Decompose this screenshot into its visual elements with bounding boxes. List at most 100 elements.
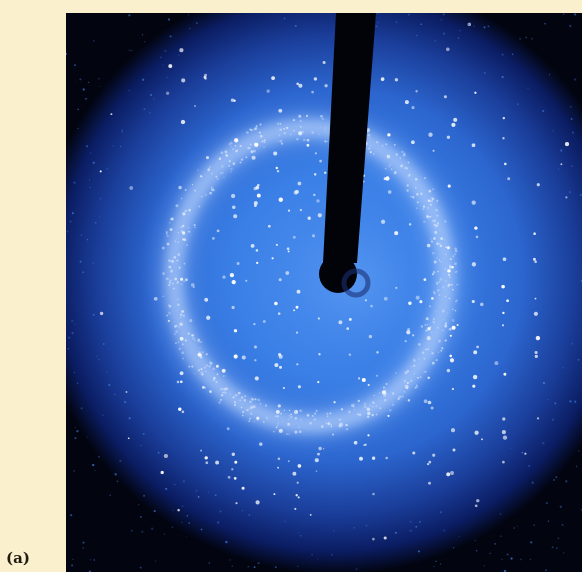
diffraction-spot: [318, 353, 321, 356]
noise-dot: [182, 480, 186, 483]
noise-dot: [71, 320, 74, 323]
ring-speckle-dot: [437, 270, 439, 273]
ring-speckle-dot: [234, 145, 237, 147]
diffraction-spot: [163, 453, 168, 459]
noise-dot: [483, 26, 486, 29]
diffraction-spot: [404, 100, 409, 105]
ring-speckle-dot: [326, 412, 329, 416]
diffraction-spot: [99, 311, 104, 316]
ring-speckle-dot: [200, 340, 203, 344]
noise-dot: [561, 523, 564, 526]
diffraction-spot: [256, 416, 260, 420]
ring-speckle-dot: [436, 201, 438, 203]
ring-speckle-dot: [431, 197, 435, 201]
diffraction-spot: [412, 334, 415, 337]
ring-speckle-dot: [176, 280, 179, 284]
ring-speckle-dot: [395, 153, 399, 156]
ring-speckle-dot: [454, 262, 457, 266]
noise-dot: [297, 532, 300, 534]
diffraction-spot: [231, 279, 236, 285]
ring-speckle-dot: [209, 191, 212, 195]
ring-speckle-dot: [405, 167, 408, 170]
ring-speckle-dot: [402, 153, 406, 157]
noise-dot: [79, 78, 82, 81]
ring-speckle-dot: [182, 310, 185, 313]
ring-speckle-dot: [427, 207, 429, 209]
diffraction-spot: [415, 295, 420, 300]
ring-speckle-dot: [418, 358, 420, 360]
noise-dot: [160, 56, 162, 59]
ring-speckle-dot: [413, 359, 416, 363]
ring-speckle-dot: [228, 143, 231, 146]
diffraction-spot: [369, 151, 372, 154]
noise-dot: [76, 382, 79, 384]
ring-speckle-dot: [456, 299, 458, 301]
noise-dot: [440, 563, 442, 565]
noise-dot: [74, 323, 76, 325]
diffraction-spot: [475, 235, 479, 239]
ring-speckle-dot: [189, 319, 193, 323]
noise-dot: [506, 553, 509, 556]
ring-speckle-dot: [279, 139, 283, 143]
noise-dot: [542, 109, 545, 113]
noise-dot: [207, 491, 210, 494]
ring-speckle-dot: [209, 361, 213, 365]
ring-speckle-dot: [439, 244, 443, 248]
ring-speckle-dot: [388, 165, 390, 168]
ring-speckle-dot: [447, 312, 449, 314]
ring-speckle-dot: [290, 416, 293, 419]
diffraction-spot: [494, 361, 499, 366]
diffraction-spot: [357, 377, 361, 380]
diffraction-spot: [233, 354, 238, 359]
ring-speckle-dot: [414, 178, 418, 181]
ring-speckle-dot: [187, 332, 190, 335]
diffraction-spot: [504, 162, 507, 166]
diffraction-spot: [383, 296, 388, 301]
ring-speckle-dot: [276, 424, 279, 427]
ring-speckle-dot: [249, 417, 252, 420]
noise-dot: [82, 541, 85, 544]
ring-speckle-dot: [222, 375, 225, 377]
ring-speckle-dot: [186, 244, 188, 247]
diffraction-spot: [241, 486, 245, 490]
ring-speckle-dot: [345, 423, 348, 427]
ring-speckle-dot: [224, 391, 227, 394]
ring-speckle-dot: [172, 287, 175, 290]
noise-dot: [231, 565, 234, 567]
ring-speckle-dot: [292, 118, 296, 122]
ring-speckle-dot: [385, 393, 388, 395]
ring-speckle-dot: [240, 158, 244, 161]
noise-dot: [150, 527, 154, 530]
diffraction-spot: [387, 190, 392, 194]
noise-dot: [69, 220, 72, 223]
ring-speckle-dot: [427, 348, 430, 351]
noise-dot: [89, 179, 91, 181]
noise-dot: [452, 547, 455, 549]
noise-dot: [155, 560, 157, 562]
noise-dot: [229, 559, 232, 561]
ring-speckle-dot: [184, 339, 187, 342]
diffraction-spot: [258, 131, 261, 134]
diffraction-spot: [274, 363, 279, 368]
diffraction-spot: [450, 428, 456, 433]
diffraction-spot: [359, 456, 363, 461]
diffraction-spot: [178, 407, 182, 411]
noise-dot: [73, 181, 76, 184]
noise-dot: [77, 108, 80, 111]
ring-speckle-dot: [204, 387, 207, 389]
ring-speckle-dot: [184, 188, 187, 191]
ring-speckle-dot: [171, 259, 174, 263]
ring-speckle-dot: [306, 138, 310, 142]
ring-speckle-dot: [223, 176, 225, 179]
noise-dot: [73, 470, 75, 472]
noise-dot: [355, 568, 358, 571]
ring-speckle-dot: [454, 271, 457, 274]
diffraction-spot: [426, 243, 431, 248]
ring-speckle-dot: [412, 358, 416, 362]
ring-speckle-dot: [211, 188, 214, 192]
diffraction-spot: [296, 82, 300, 86]
diffraction-spot: [235, 502, 238, 505]
diffraction-spot: [227, 475, 231, 479]
ring-speckle-dot: [162, 295, 164, 298]
diffraction-spot: [182, 238, 185, 241]
